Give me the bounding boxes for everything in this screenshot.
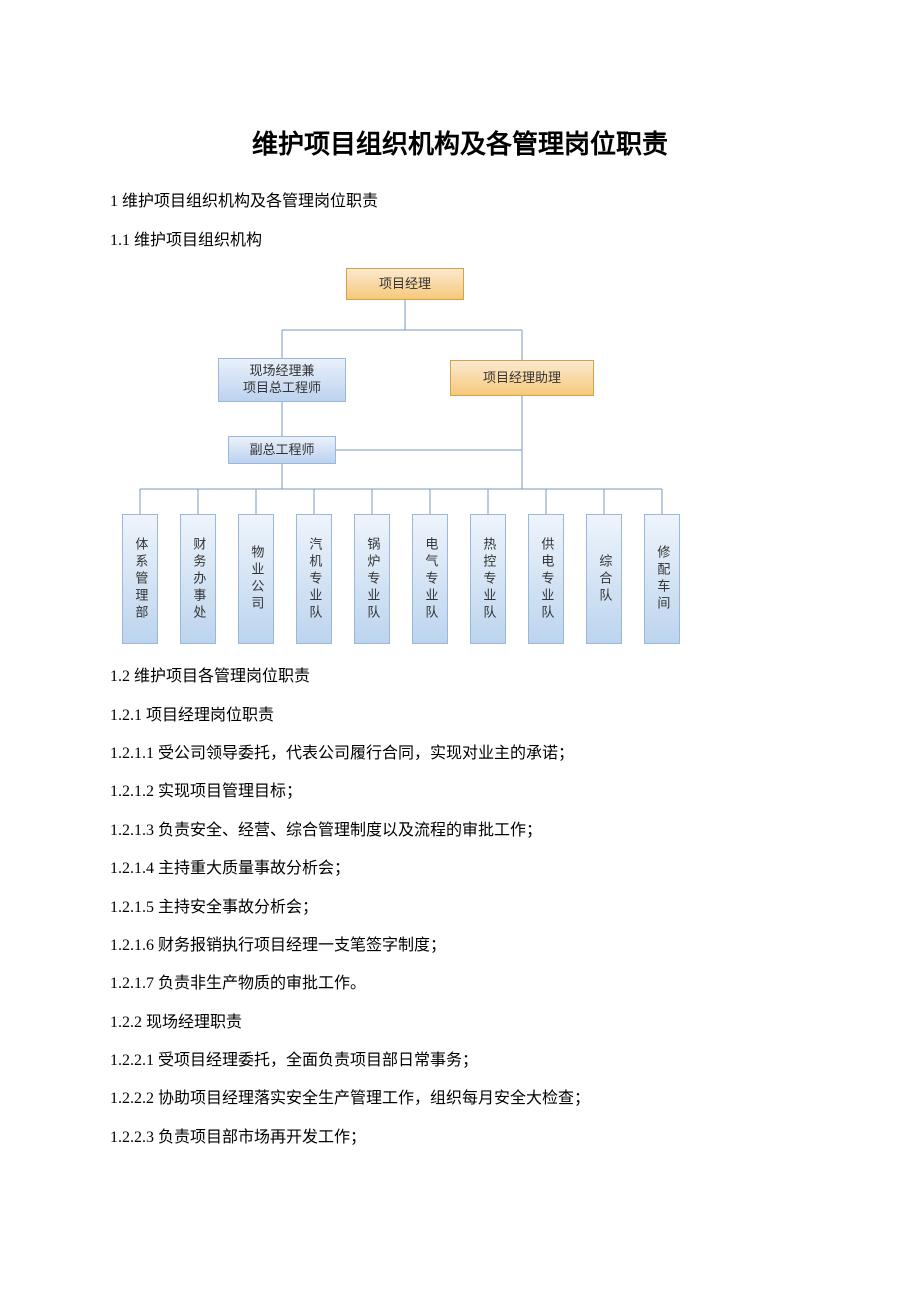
org-node-mid-left: 现场经理兼 项目总工程师 (218, 358, 346, 402)
org-leaf-label: 综合队 (592, 554, 617, 605)
org-leaf-label: 锅炉专业队 (360, 537, 385, 622)
body-line: 1.2.1.2 实现项目管理目标； (110, 777, 810, 807)
org-leaf: 供电专业队 (528, 514, 564, 644)
org-leaf-label: 修配车间 (650, 545, 675, 613)
org-node-label: 现场经理兼 (249, 363, 314, 380)
org-leaf: 电气专业队 (412, 514, 448, 644)
body-line: 1.2.1.5 主持安全事故分析会； (110, 893, 810, 923)
body-line: 1.2.2.2 协助项目经理落实安全生产管理工作，组织每月安全大检查； (110, 1084, 810, 1114)
body-line: 1.2.1.1 受公司领导委托，代表公司履行合同，实现对业主的承诺； (110, 739, 810, 769)
org-leaf: 修配车间 (644, 514, 680, 644)
org-node-label: 项目经理 (379, 276, 431, 293)
org-leaf: 财务办事处 (180, 514, 216, 644)
body-line: 1.2.1.4 主持重大质量事故分析会； (110, 854, 810, 884)
org-leaf-label: 体系管理部 (128, 537, 153, 622)
section-1: 1 维护项目组织机构及各管理岗位职责 (110, 187, 810, 217)
section-1-2: 1.2 维护项目各管理岗位职责 (110, 662, 810, 692)
body-line: 1.2.2.3 负责项目部市场再开发工作； (110, 1123, 810, 1153)
org-leaf-label: 汽机专业队 (302, 537, 327, 622)
org-leaf: 体系管理部 (122, 514, 158, 644)
org-leaf: 物业公司 (238, 514, 274, 644)
org-leaf-label: 财务办事处 (186, 537, 211, 622)
org-node-label: 项目经理助理 (483, 370, 561, 387)
body-line: 1.2.1.3 负责安全、经营、综合管理制度以及流程的审批工作； (110, 816, 810, 846)
org-leaf: 热控专业队 (470, 514, 506, 644)
org-leaf-label: 供电专业队 (534, 537, 559, 622)
org-leaf: 锅炉专业队 (354, 514, 390, 644)
org-node-mid-right: 项目经理助理 (450, 360, 594, 396)
org-leaf: 综合队 (586, 514, 622, 644)
body-line: 1.2.1.6 财务报销执行项目经理一支笔签字制度； (110, 931, 810, 961)
body-line: 1.2.1.7 负责非生产物质的审批工作。 (110, 969, 810, 999)
org-leaf-label: 电气专业队 (418, 537, 443, 622)
body-line: 1.2.2.1 受项目经理委托，全面负责项目部日常事务； (110, 1046, 810, 1076)
body-line: 1.2.2 现场经理职责 (110, 1008, 810, 1038)
page-title: 维护项目组织机构及各管理岗位职责 (110, 120, 810, 169)
section-1-1: 1.1 维护项目组织机构 (110, 226, 810, 256)
org-node-label: 项目总工程师 (243, 380, 321, 397)
org-leaf-label: 物业公司 (244, 545, 269, 613)
body-line: 1.2.1 项目经理岗位职责 (110, 701, 810, 731)
body-text: 1.2.1 项目经理岗位职责 1.2.1.1 受公司领导委托，代表公司履行合同，实… (110, 701, 810, 1154)
org-leaf-label: 热控专业队 (476, 537, 501, 622)
org-node-root: 项目经理 (346, 268, 464, 300)
org-leaf: 汽机专业队 (296, 514, 332, 644)
org-node-label: 副总工程师 (249, 442, 314, 459)
org-chart: 项目经理 现场经理兼 项目总工程师 项目经理助理 副总工程师 体系管理部 财务办… (110, 264, 690, 650)
org-node-sub-left: 副总工程师 (228, 436, 336, 464)
